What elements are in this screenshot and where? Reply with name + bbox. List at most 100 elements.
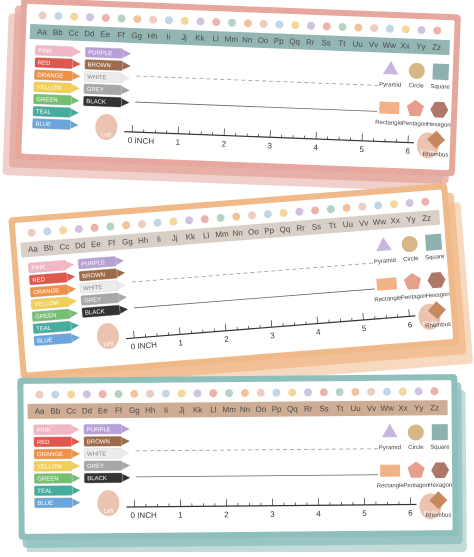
alphabet-letter: Vv — [367, 404, 376, 413]
shape-label: Pentagon — [402, 121, 428, 128]
crayon-label: BROWN — [87, 439, 110, 445]
crayon-label: PURPLE — [87, 427, 111, 433]
alphabet-letter: Ll — [212, 34, 219, 43]
crayon-label: PINK — [31, 265, 45, 272]
alphabet-letter: Vv — [359, 218, 369, 228]
shape-icon — [379, 101, 399, 114]
decor-icon — [367, 388, 375, 396]
alphabet-letter: Rr — [306, 38, 315, 47]
alphabet-letter: Ee — [91, 239, 102, 249]
crayon-label: RED — [32, 277, 46, 284]
decor-icon — [272, 389, 280, 397]
alphabet-letter: Nn — [240, 405, 250, 414]
shape-label: Pentagon — [403, 483, 429, 489]
alphabet-letter: Xx — [390, 216, 400, 226]
alphabet-letter: Jj — [171, 233, 178, 242]
alphabet-letter: Zz — [422, 213, 432, 223]
hand-label: Left — [103, 509, 113, 515]
alphabet-letter: Ii — [166, 32, 171, 41]
decor-icon — [225, 389, 233, 397]
decor-icon — [35, 391, 43, 399]
alphabet-letter: Zz — [430, 403, 439, 412]
alphabet-letter: Pp — [274, 36, 285, 45]
alphabet-letter: Cc — [66, 407, 76, 416]
alphabet-letter: Qq — [279, 225, 290, 235]
alphabet-letter: Jj — [179, 406, 185, 415]
ruler-number: 1 — [178, 511, 183, 520]
crayon-label: PINK — [38, 48, 52, 55]
decor-icon — [146, 390, 154, 398]
crayon-label: PURPLE — [88, 50, 112, 57]
decor-icon — [162, 390, 170, 398]
alphabet-letter: Mm — [222, 405, 236, 414]
alphabet-letter: Ww — [382, 41, 396, 51]
alphabet-letter: Yy — [406, 215, 416, 225]
shape-icon — [432, 63, 449, 80]
alphabet-letter: Dd — [84, 29, 95, 38]
alphabet-letter: Cc — [68, 29, 78, 38]
decor-icon — [336, 388, 344, 396]
alphabet-letter: Bb — [53, 28, 64, 37]
crayon-label: YELLOW — [37, 464, 62, 470]
alphabet-letter: Ff — [115, 406, 123, 415]
decor-icon — [257, 389, 265, 397]
shape-label: Rhombus — [423, 152, 449, 159]
decor-icon — [288, 388, 296, 396]
alphabet-letter: Dd — [75, 241, 86, 251]
shape-icon — [432, 424, 448, 440]
shape-label: Rhombus — [426, 513, 452, 519]
crayon-label: TEAL — [37, 489, 53, 495]
crayon-label: GREEN — [36, 97, 58, 104]
crayon-label: BLUE — [37, 338, 53, 345]
alphabet-letter: Cc — [59, 242, 69, 252]
alphabet-letter: Vv — [369, 40, 379, 49]
alphabet-letter: Oo — [248, 227, 260, 237]
decor-icon — [320, 388, 328, 396]
alphabet-letter: Ss — [311, 222, 321, 232]
alphabet-letter: Tt — [336, 404, 344, 413]
alphabet-letter: Ss — [319, 404, 328, 413]
alphabet-letter: Uu — [352, 39, 363, 48]
alphabet-letter: Ll — [203, 231, 210, 240]
alphabet-letter: Aa — [35, 407, 45, 416]
crayon-label: TEAL — [36, 109, 52, 116]
alphabet-letter: Rr — [304, 404, 313, 413]
crayon-label: GREEN — [37, 476, 58, 482]
crayon-label: BLUE — [37, 501, 53, 507]
decor-icon — [193, 389, 201, 397]
crayon-label: BROWN — [88, 62, 111, 69]
hand-label: Left — [101, 132, 112, 138]
decor-icon — [99, 390, 107, 398]
alphabet-letter: Qq — [287, 405, 298, 414]
alphabet-letter: Xx — [398, 404, 407, 413]
shape-label: Hexagon — [428, 483, 452, 489]
alphabet-letter: Oo — [257, 36, 269, 45]
shape-label: Hexagon — [427, 122, 451, 129]
alphabet-letter: Hh — [147, 32, 158, 41]
decor-icon — [304, 388, 312, 396]
decor-icon — [241, 389, 249, 397]
alphabet-letter: Gg — [129, 406, 140, 415]
decor-icon — [415, 387, 423, 395]
shape-label: Square — [430, 84, 450, 91]
alphabet-letter: Tt — [338, 39, 346, 48]
alphabet-letter: Xx — [400, 41, 410, 50]
shape-label: Rectangle — [377, 483, 405, 489]
decor-icon — [130, 390, 138, 398]
shape-label: Pyramid — [379, 82, 401, 89]
alphabet-letter: Rr — [296, 223, 305, 233]
shape-icon — [408, 424, 424, 440]
alphabet-letter: Oo — [255, 405, 266, 414]
crayon-label: GREY — [87, 87, 104, 94]
alphabet-letter: Kk — [193, 405, 203, 414]
shape-label: Rectangle — [375, 120, 403, 127]
crayon-label: ORANGE — [37, 73, 63, 80]
alphabet-letter: Nn — [242, 35, 253, 44]
decor-icon — [67, 390, 75, 398]
ruler-number: 4 — [316, 509, 321, 518]
alphabet-letter: Ww — [372, 217, 386, 227]
crayon-label: WHITE — [87, 75, 107, 82]
